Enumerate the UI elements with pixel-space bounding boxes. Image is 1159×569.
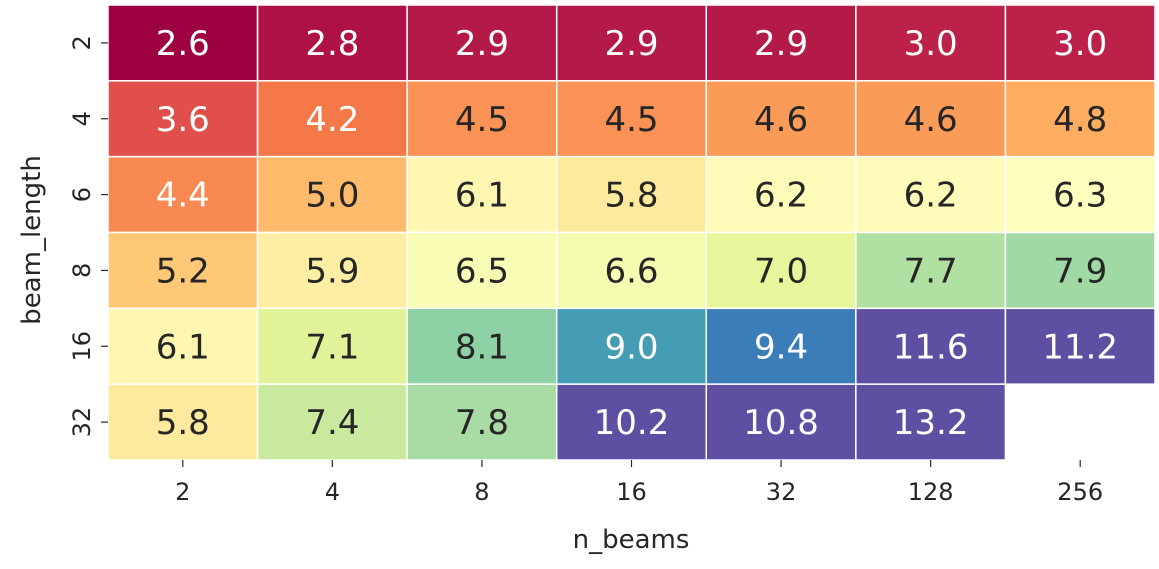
heatmap-cell (406, 155, 558, 234)
heatmap-cell (107, 4, 259, 82)
x-tick-label: 16 (616, 478, 647, 506)
cell-value-label: 4.6 (754, 100, 808, 140)
y-axis-ticks: 2 4 6 8 16 32 (68, 35, 108, 437)
cell-value-label: 5.8 (604, 176, 658, 216)
cell-value-label: 7.4 (305, 403, 359, 443)
heatmap-cell (406, 80, 558, 158)
heatmap-cell (855, 231, 1007, 310)
heatmap-cells: 2.6 2.8 2.9 2.9 2.9 3.0 3.0 3.6 4.2 4.5 4.5 4.6 4.6 4… (107, 4, 1156, 461)
heatmap-cell (555, 155, 708, 234)
cell-value-label: 11.6 (893, 327, 969, 367)
x-axis-ticks: 2 4 8 16 32 128 256 (175, 460, 1103, 506)
cell-value-label: 4.4 (156, 176, 210, 216)
cell-value-label: 7.7 (904, 251, 958, 291)
y-tick-label: 6 (68, 187, 96, 202)
heatmap-cell (107, 231, 259, 310)
heatmap-cell (1004, 231, 1156, 310)
y-tick-label: 16 (68, 331, 96, 362)
cell-value-label: 4.2 (305, 100, 359, 140)
cell-value-label: 6.2 (754, 176, 808, 216)
heatmap-cell (855, 4, 1007, 82)
y-tick-label: 8 (68, 263, 96, 278)
heatmap-cell (256, 383, 408, 461)
cell-value-label: 7.9 (1053, 251, 1107, 291)
heatmap-cell (256, 155, 408, 234)
heatmap-cell (107, 307, 259, 385)
x-tick-label: 128 (908, 478, 954, 506)
x-tick-label: 4 (325, 478, 340, 506)
x-axis-label: n_beams (573, 525, 690, 555)
cell-value-label: 4.6 (904, 100, 958, 140)
cell-value-label: 3.0 (904, 24, 958, 64)
cell-value-label: 9.4 (754, 327, 808, 367)
heatmap-cell (1004, 155, 1156, 234)
cell-value-label: 6.2 (904, 176, 958, 216)
heatmap-cell (555, 231, 708, 310)
heatmap-cell (1004, 80, 1156, 158)
cell-value-label: 8.1 (455, 327, 509, 367)
heatmap-cell (256, 4, 408, 82)
heatmap-cell (406, 383, 558, 461)
heatmap-cell (555, 4, 708, 82)
cell-value-label: 2.9 (604, 24, 658, 64)
heatmap-cell (406, 307, 558, 385)
heatmap-cell (705, 80, 857, 158)
cell-value-label: 7.0 (754, 251, 808, 291)
heatmap-cell (705, 155, 857, 234)
cell-value-label: 4.5 (604, 100, 658, 140)
y-tick-label: 32 (68, 407, 96, 438)
x-tick-label: 2 (175, 478, 190, 506)
heatmap-cell (256, 231, 408, 310)
cell-value-label: 11.2 (1042, 327, 1118, 367)
cell-value-label: 5.8 (156, 403, 210, 443)
y-tick-label: 4 (68, 111, 96, 126)
cell-value-label: 6.1 (156, 327, 210, 367)
cell-value-label: 5.2 (156, 251, 210, 291)
cell-value-label: 2.6 (156, 24, 210, 64)
cell-value-label: 6.6 (604, 251, 658, 291)
heatmap-cell (1004, 307, 1156, 385)
x-tick-label: 8 (474, 478, 489, 506)
heatmap-cell (855, 155, 1007, 234)
y-axis-label: beam_length (17, 155, 47, 325)
cell-value-label: 4.5 (455, 100, 509, 140)
cell-value-label: 2.8 (305, 24, 359, 64)
cell-value-label: 4.8 (1053, 100, 1107, 140)
cell-value-label: 13.2 (893, 403, 969, 443)
cell-value-label: 10.2 (594, 403, 670, 443)
cell-value-label: 6.1 (455, 176, 509, 216)
heatmap-cell (705, 383, 857, 461)
cell-value-label: 6.3 (1053, 176, 1107, 216)
cell-value-label: 2.9 (754, 24, 808, 64)
x-tick-label: 256 (1057, 478, 1103, 506)
heatmap-cell (406, 4, 558, 82)
cell-value-label: 3.6 (156, 100, 210, 140)
cell-value-label: 10.8 (743, 403, 819, 443)
cell-value-label: 5.9 (305, 251, 359, 291)
x-tick-label: 32 (766, 478, 797, 506)
cell-value-label: 9.0 (604, 327, 658, 367)
heatmap-cell (107, 383, 259, 461)
cell-value-label: 7.1 (305, 327, 359, 367)
cell-value-label: 5.0 (305, 176, 359, 216)
cell-value-label: 3.0 (1053, 24, 1107, 64)
y-tick-label: 2 (68, 35, 96, 50)
cell-value-label: 6.5 (455, 251, 509, 291)
cell-value-label: 2.9 (455, 24, 509, 64)
cell-value-label: 7.8 (455, 403, 509, 443)
heatmap-cell (555, 383, 708, 461)
